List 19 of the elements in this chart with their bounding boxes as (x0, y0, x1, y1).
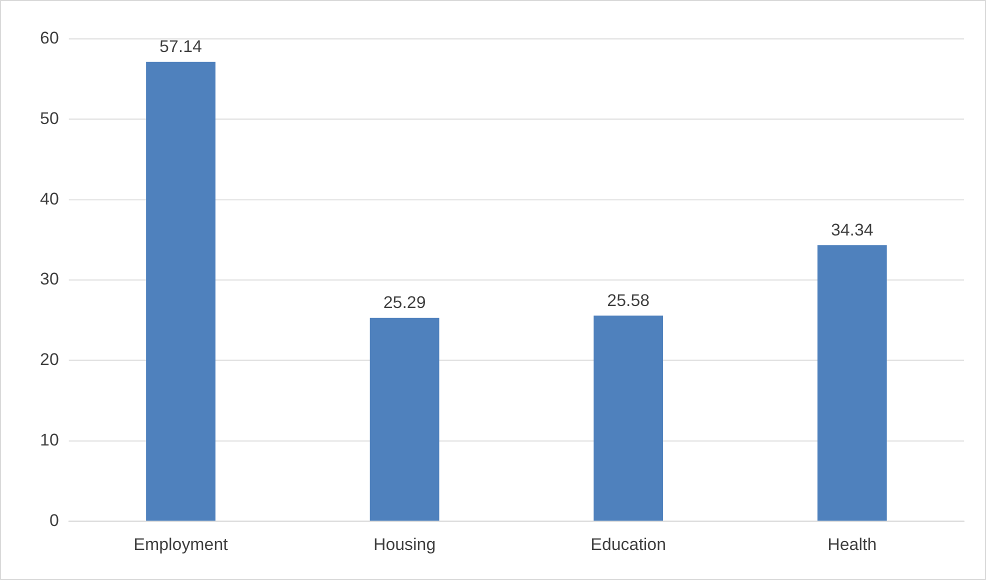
bar (146, 62, 216, 521)
data-label: 34.34 (830, 220, 874, 240)
data-label: 57.14 (160, 37, 202, 56)
y-tick-label: 0 (49, 510, 59, 530)
y-tick-label: 60 (40, 28, 59, 48)
y-tick-label: 20 (40, 350, 59, 370)
data-label: 25.29 (383, 293, 426, 312)
y-tick-label: 50 (40, 108, 59, 128)
x-tick-label: Employment (134, 535, 228, 554)
x-tick-label: Health (828, 535, 877, 554)
y-tick-label: 30 (40, 270, 59, 289)
x-tick-label: Education (590, 535, 666, 554)
bar (594, 316, 664, 521)
x-tick-label: Housing (373, 535, 436, 554)
data-label: 25.58 (607, 290, 650, 310)
bar (817, 245, 887, 521)
y-tick-label: 10 (40, 430, 59, 450)
bar (370, 318, 440, 521)
y-tick-label: 40 (40, 189, 59, 208)
